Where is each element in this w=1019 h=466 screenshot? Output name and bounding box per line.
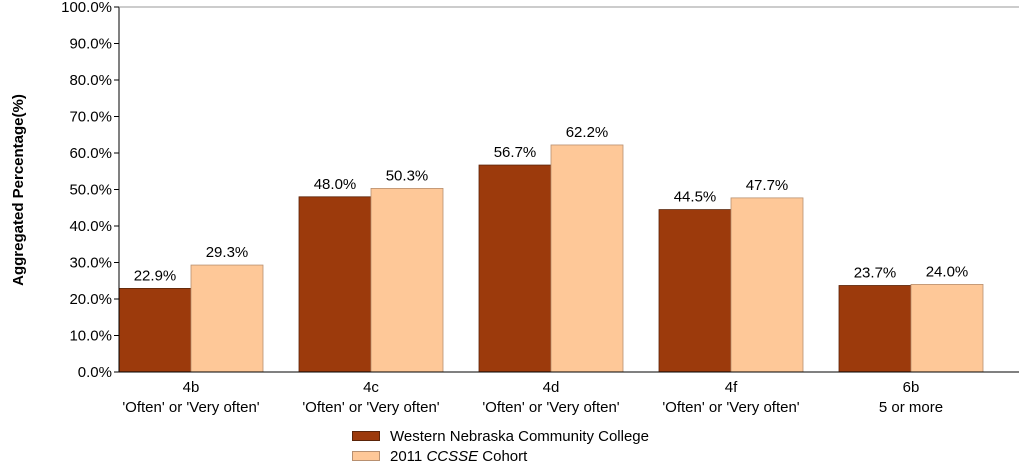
bar-cohort-4b <box>190 264 264 373</box>
legend-label-cohort-prefix: 2011 <box>390 447 427 465</box>
x-category-code: 4b <box>183 379 200 396</box>
data-label: 62.2% <box>566 124 609 141</box>
y-tick-label: 50.0% <box>69 182 112 199</box>
x-category-desc: 'Often' or 'Very often' <box>302 399 439 416</box>
x-category-desc: 'Often' or 'Very often' <box>482 399 619 416</box>
data-label: 56.7% <box>494 144 537 161</box>
bar-wncc-4f <box>658 209 732 373</box>
legend-label-wncc: Western Nebraska Community College <box>390 427 649 445</box>
legend: Western Nebraska Community College 2011 … <box>352 426 649 466</box>
x-category-code: 4d <box>543 379 560 396</box>
bar-cohort-4d <box>550 144 624 373</box>
y-tick-label: 90.0% <box>69 36 112 53</box>
data-label: 29.3% <box>206 244 249 261</box>
legend-label-cohort: 2011 CCSSE Cohort <box>390 448 527 465</box>
bar-wncc-4c <box>298 196 372 373</box>
legend-label-cohort-suffix: Cohort <box>478 447 528 465</box>
x-category-desc: 5 or more <box>879 399 943 416</box>
data-label: 24.0% <box>926 263 969 280</box>
y-tick-label: 0.0% <box>78 364 112 381</box>
x-category-desc: 'Often' or 'Very often' <box>122 399 259 416</box>
x-category-code: 4f <box>725 379 738 396</box>
y-tick-label: 40.0% <box>69 218 112 235</box>
y-tick-label: 20.0% <box>69 291 112 308</box>
x-category-code: 4c <box>363 379 379 396</box>
y-tick-label: 80.0% <box>69 72 112 89</box>
bar-wncc-4b <box>118 288 192 373</box>
bar-wncc-4d <box>478 164 552 373</box>
y-tick-label: 70.0% <box>69 109 112 126</box>
data-label: 48.0% <box>314 176 357 193</box>
data-label: 44.5% <box>674 189 717 206</box>
bar-cohort-6b <box>910 283 984 373</box>
legend-swatch-cohort <box>352 451 380 461</box>
bar-wncc-6b <box>838 285 912 373</box>
data-label: 23.7% <box>854 264 897 281</box>
y-axis-label: Aggregated Percentage(%) <box>10 94 27 286</box>
legend-item-cohort: 2011 CCSSE Cohort <box>352 446 649 466</box>
y-tick-label: 100.0% <box>61 0 112 16</box>
legend-swatch-wncc <box>352 431 380 441</box>
data-label: 22.9% <box>134 267 177 284</box>
y-tick-label: 60.0% <box>69 145 112 162</box>
x-category-desc: 'Often' or 'Very often' <box>662 399 799 416</box>
data-label: 47.7% <box>746 177 789 194</box>
bar-cohort-4c <box>370 188 444 373</box>
data-label: 50.3% <box>386 167 429 184</box>
y-tick-label: 30.0% <box>69 255 112 272</box>
legend-label-cohort-italic: CCSSE <box>426 447 479 465</box>
legend-item-wncc: Western Nebraska Community College <box>352 426 649 446</box>
x-category-code: 6b <box>903 379 920 396</box>
y-tick-label: 10.0% <box>69 328 112 345</box>
bar-cohort-4f <box>730 197 804 373</box>
